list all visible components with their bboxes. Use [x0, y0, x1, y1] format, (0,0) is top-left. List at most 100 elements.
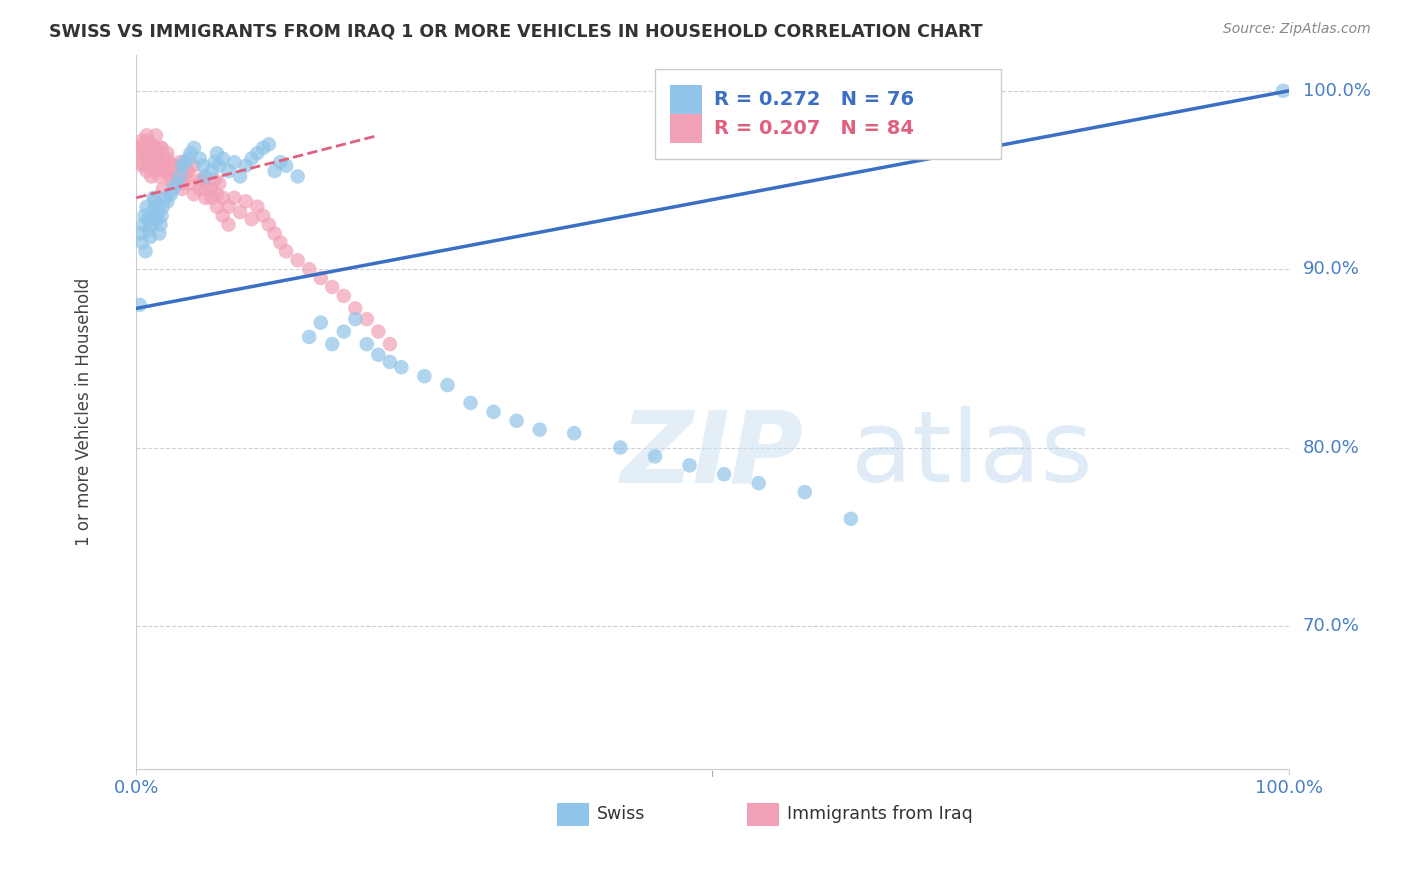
Point — [138, 159, 160, 173]
Point — [246, 146, 269, 161]
Point — [143, 194, 166, 209]
Point — [177, 152, 200, 166]
Point — [224, 191, 246, 205]
Point — [146, 159, 169, 173]
Point — [138, 223, 160, 237]
Text: 100.0%: 100.0% — [1303, 82, 1371, 100]
Point — [145, 128, 167, 143]
Point — [287, 253, 309, 268]
Point — [713, 467, 735, 482]
Point — [1272, 84, 1295, 98]
Point — [148, 227, 170, 241]
Point — [152, 182, 174, 196]
Point — [179, 177, 201, 191]
Point — [211, 152, 233, 166]
Point — [276, 159, 298, 173]
Point — [131, 235, 153, 250]
Point — [153, 164, 176, 178]
Point — [135, 164, 157, 178]
Text: atlas: atlas — [851, 406, 1092, 503]
Point — [138, 152, 160, 166]
Point — [148, 205, 170, 219]
Point — [146, 212, 169, 227]
Point — [169, 155, 191, 169]
Point — [287, 169, 309, 184]
Point — [135, 141, 157, 155]
Point — [194, 169, 217, 184]
Point — [529, 423, 551, 437]
Point — [269, 235, 291, 250]
Point — [148, 169, 170, 184]
Point — [218, 218, 240, 232]
Point — [141, 205, 163, 219]
Point — [235, 159, 257, 173]
Point — [172, 177, 194, 191]
Point — [505, 414, 527, 428]
Point — [257, 218, 280, 232]
Point — [367, 325, 389, 339]
Point — [413, 369, 436, 384]
Text: R = 0.272   N = 76: R = 0.272 N = 76 — [714, 90, 914, 109]
FancyBboxPatch shape — [557, 803, 589, 826]
Point — [218, 164, 240, 178]
Point — [169, 169, 191, 184]
Point — [356, 337, 378, 351]
Point — [240, 152, 263, 166]
Point — [229, 205, 252, 219]
Point — [129, 146, 152, 161]
Point — [128, 155, 150, 169]
Point — [172, 182, 194, 196]
FancyBboxPatch shape — [669, 114, 702, 143]
Point — [332, 325, 354, 339]
Point — [148, 152, 170, 166]
Point — [436, 378, 458, 392]
Point — [298, 330, 321, 344]
Point — [204, 173, 226, 187]
Point — [150, 209, 173, 223]
Point — [218, 200, 240, 214]
Point — [160, 187, 183, 202]
Point — [205, 200, 228, 214]
Point — [135, 244, 157, 259]
Text: 80.0%: 80.0% — [1303, 439, 1360, 457]
Point — [153, 155, 176, 169]
Point — [156, 194, 179, 209]
Text: 70.0%: 70.0% — [1303, 617, 1360, 635]
Point — [321, 280, 343, 294]
Text: 90.0%: 90.0% — [1303, 260, 1360, 278]
Point — [162, 182, 184, 196]
Point — [204, 155, 226, 169]
Point — [211, 209, 233, 223]
Point — [367, 348, 389, 362]
Point — [148, 146, 170, 161]
Point — [135, 128, 157, 143]
Point — [200, 182, 222, 196]
Point — [173, 155, 195, 169]
Point — [141, 137, 163, 152]
Point — [321, 337, 343, 351]
Text: Swiss: Swiss — [598, 805, 645, 823]
Point — [309, 271, 332, 285]
Point — [332, 289, 354, 303]
Point — [136, 212, 159, 227]
Point — [200, 164, 222, 178]
Point — [211, 191, 233, 205]
Point — [149, 141, 172, 155]
Point — [179, 146, 201, 161]
Point — [252, 209, 274, 223]
Text: ZIP: ZIP — [620, 406, 803, 503]
Point — [344, 301, 367, 316]
Point — [160, 169, 183, 184]
Point — [156, 146, 179, 161]
Point — [142, 141, 165, 155]
Point — [166, 177, 188, 191]
Point — [460, 396, 482, 410]
Point — [132, 218, 155, 232]
Point — [143, 164, 166, 178]
Point — [309, 316, 332, 330]
FancyBboxPatch shape — [655, 70, 1001, 159]
Point — [141, 169, 163, 184]
Point — [246, 200, 269, 214]
Point — [149, 155, 172, 169]
Point — [235, 194, 257, 209]
